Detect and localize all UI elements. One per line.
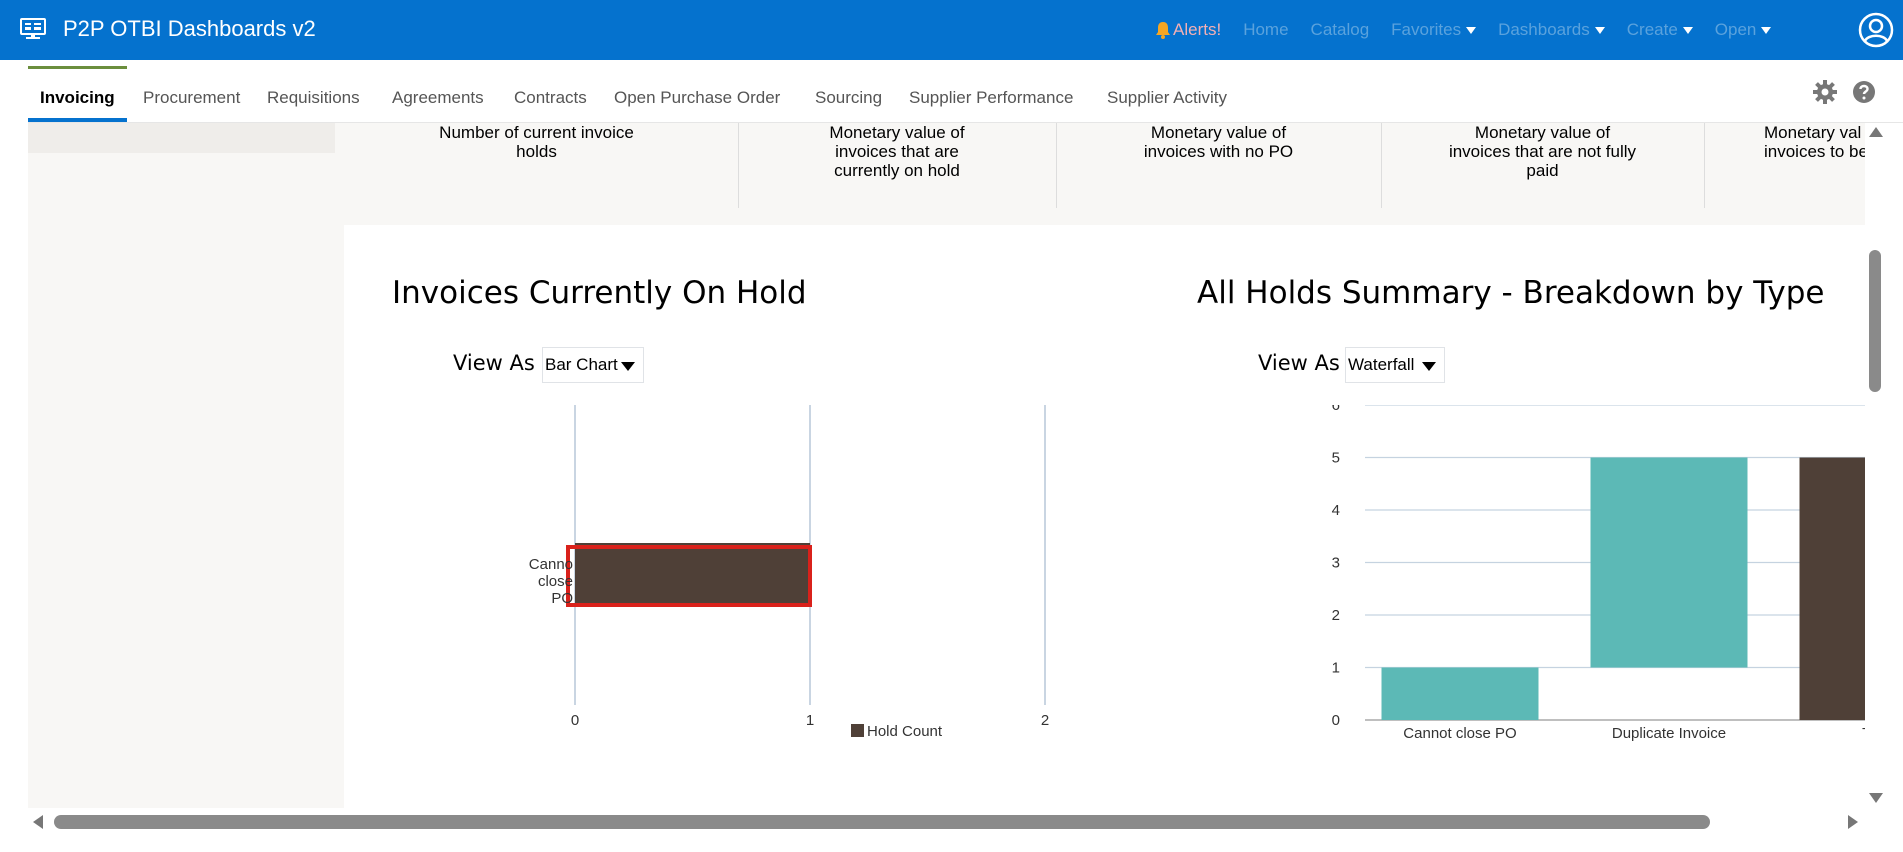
y-tick-label: 2 <box>1332 607 1340 624</box>
kpi-value-not-fully-paid[interactable]: Monetary value of invoices that are not … <box>1381 123 1705 208</box>
kpi-line: Monetary value of <box>1150 123 1287 142</box>
y-tick-label: 5 <box>1332 450 1340 467</box>
dashboard-tabs: Invoicing Procurement Requisitions Agree… <box>28 60 1903 123</box>
app-title: P2P OTBI Dashboards v2 <box>63 16 316 41</box>
y-tick-label: 4 <box>1332 502 1340 519</box>
dashboards-menu[interactable]: Dashboards <box>1498 20 1605 40</box>
legend-label: Hold Count <box>867 723 943 740</box>
top-bar: P2P OTBI Dashboards v2 Alerts! Home Cata… <box>0 0 1903 60</box>
chevron-down-icon <box>1761 26 1772 34</box>
kpi-line: Monetary val <box>1764 123 1862 142</box>
tab-agreements[interactable]: Agreements <box>392 88 484 107</box>
favorites-label: Favorites <box>1391 20 1462 39</box>
create-label: Create <box>1626 20 1678 39</box>
kpi-value-no-po[interactable]: Monetary value of invoices with no PO <box>1056 123 1382 208</box>
legend-swatch <box>851 724 864 737</box>
open-menu[interactable]: Open <box>1715 20 1772 40</box>
tab-open-purchase-order[interactable]: Open Purchase Order <box>614 88 781 107</box>
favorites-menu[interactable]: Favorites <box>1391 20 1477 40</box>
create-menu[interactable]: Create <box>1627 20 1693 40</box>
y-tick-label: 6 <box>1332 405 1340 414</box>
selected-bar-highlight <box>566 545 812 607</box>
home-link[interactable]: Home <box>1243 20 1289 39</box>
tab-contracts[interactable]: Contracts <box>514 88 587 107</box>
alerts-link[interactable]: Alerts! <box>1155 20 1221 40</box>
scroll-left-icon[interactable] <box>33 815 43 829</box>
x-tick-label: 1 <box>806 712 814 729</box>
kpi-current-holds-count[interactable]: Number of current invoice holds <box>335 123 739 208</box>
tab-invoicing[interactable]: Invoicing <box>28 60 127 122</box>
y-tick-label: 3 <box>1332 555 1340 572</box>
scroll-down-icon[interactable] <box>1869 793 1883 803</box>
chevron-down-icon <box>621 362 635 371</box>
category-label: close <box>538 573 573 590</box>
dashboards-label: Dashboards <box>1498 20 1590 39</box>
kpi-line: holds <box>516 142 557 161</box>
global-nav: Alerts! Home Catalog Favorites Dashboard… <box>1155 0 1793 60</box>
dashboard-content: Number of current invoice holds Monetary… <box>28 123 1877 808</box>
alerts-label: Alerts! <box>1173 20 1222 39</box>
side-filter-area <box>28 123 335 153</box>
x-tick-label: 2 <box>1041 712 1049 729</box>
scroll-right-icon[interactable] <box>1848 815 1858 829</box>
waterfall-bar <box>1590 457 1748 668</box>
kpi-line: paid <box>1526 161 1559 180</box>
tab-sourcing[interactable]: Sourcing <box>815 88 883 107</box>
kpi-value-to-be-validated[interactable]: Monetary val invoices to be v <box>1704 123 1877 208</box>
kpi-line: invoices that are <box>835 142 959 161</box>
x-category-label: Duplicate Invoice <box>1612 725 1726 742</box>
charts-panel: Invoices Currently On Hold View As Bar C… <box>344 225 1877 808</box>
tab-supplier-activity[interactable]: Supplier Activity <box>1107 88 1227 107</box>
vertical-scroll-thumb[interactable] <box>1869 250 1881 392</box>
x-category-label: Cannot close PO <box>1403 725 1516 742</box>
x-tick-label: 0 <box>571 712 579 729</box>
y-tick-label: 0 <box>1332 712 1340 729</box>
tab-supplier-performance[interactable]: Supplier Performance <box>909 88 1074 107</box>
bar-cannot-close-po <box>575 543 810 605</box>
chevron-down-icon <box>1594 26 1605 34</box>
view-as-label: View As <box>453 351 535 375</box>
invoices-on-hold-title: Invoices Currently On Hold <box>392 275 807 311</box>
dashboard-app-icon[interactable] <box>20 18 46 40</box>
catalog-link[interactable]: Catalog <box>1310 20 1370 39</box>
scroll-up-icon[interactable] <box>1869 127 1883 137</box>
gear-icon[interactable] <box>1812 79 1838 105</box>
view-as-value: Bar Chart <box>545 355 618 374</box>
chevron-down-icon <box>1422 362 1436 371</box>
holds-summary-title: All Holds Summary - Breakdown by Type <box>1197 275 1825 311</box>
category-label: PO <box>551 590 573 607</box>
view-as-select-bar-chart[interactable]: Bar Chart <box>542 347 644 383</box>
kpi-line: invoices that are not fully <box>1448 142 1637 161</box>
waterfall-bar <box>1381 667 1539 720</box>
tab-requisitions[interactable]: Requisitions <box>267 88 360 107</box>
kpi-line: invoices to be v <box>1764 142 1877 161</box>
user-avatar-icon[interactable] <box>1858 12 1894 48</box>
view-as-label: View As <box>1258 351 1340 375</box>
vertical-scrollbar[interactable] <box>1865 123 1885 808</box>
waterfall-bar <box>1799 457 1877 720</box>
y-tick-label: 1 <box>1332 660 1340 677</box>
horizontal-scroll-thumb[interactable] <box>54 815 1710 829</box>
view-as-value: Waterfall <box>1348 355 1415 374</box>
view-as-select-waterfall[interactable]: Waterfall <box>1345 347 1445 383</box>
kpi-line: currently on hold <box>834 161 960 180</box>
tab-procurement[interactable]: Procurement <box>143 88 241 107</box>
kpi-line: Number of current invoice <box>439 123 634 142</box>
bell-icon <box>1156 22 1170 39</box>
category-label: Canno <box>529 556 573 573</box>
chevron-down-icon <box>1466 26 1477 34</box>
kpi-line: Monetary value of <box>1474 123 1611 142</box>
kpi-line: Monetary value of <box>829 123 965 142</box>
open-label: Open <box>1714 20 1757 39</box>
kpi-row: Number of current invoice holds Monetary… <box>335 123 1877 213</box>
chevron-down-icon <box>1682 26 1693 34</box>
help-icon[interactable] <box>1852 80 1876 104</box>
kpi-value-on-hold[interactable]: Monetary value of invoices that are curr… <box>738 123 1057 208</box>
kpi-line: invoices with no PO <box>1143 142 1294 161</box>
